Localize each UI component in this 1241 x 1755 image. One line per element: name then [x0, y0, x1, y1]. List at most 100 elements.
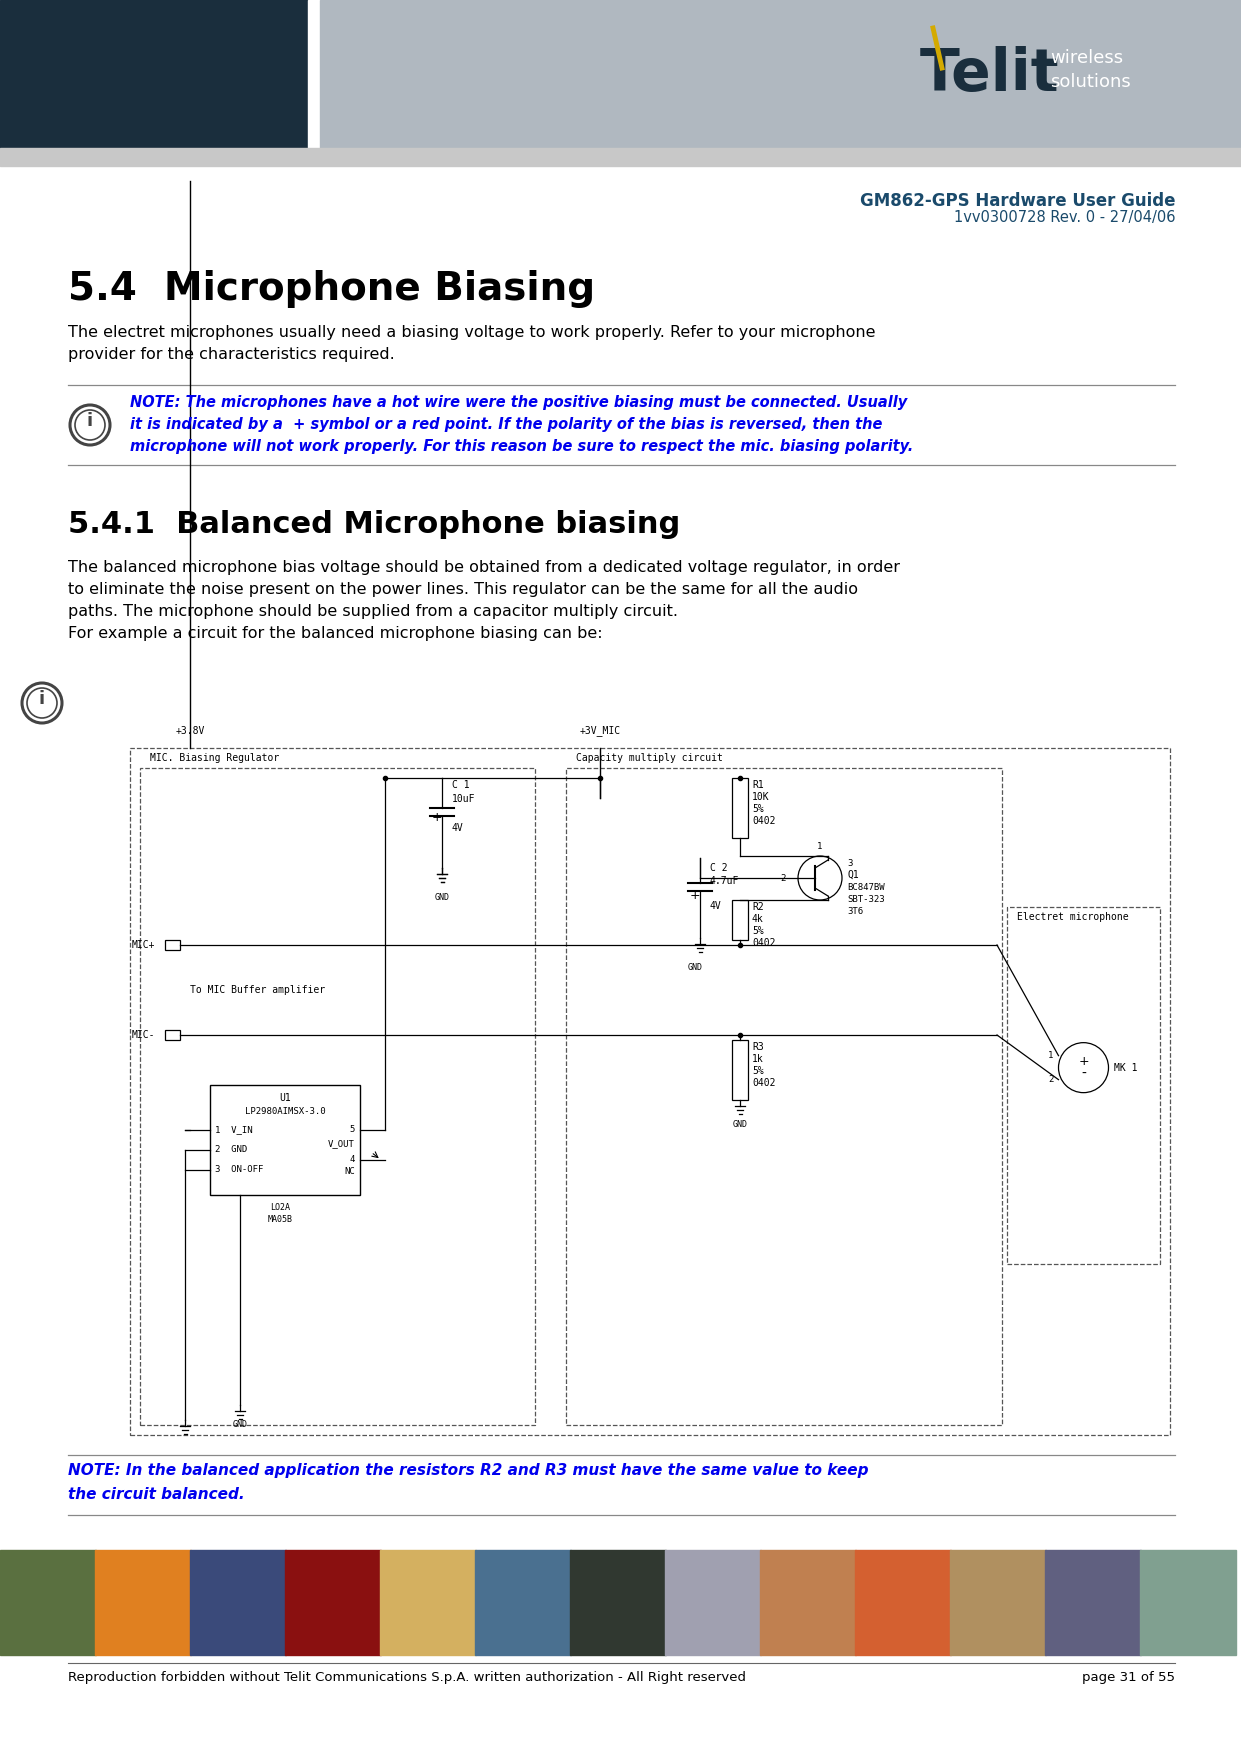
Text: 2  GND: 2 GND	[215, 1146, 247, 1155]
Text: R2: R2	[752, 902, 763, 913]
Text: GM862-GPS Hardware User Guide: GM862-GPS Hardware User Guide	[860, 191, 1175, 211]
Text: 1: 1	[1049, 1051, 1054, 1060]
Text: provider for the characteristics required.: provider for the characteristics require…	[68, 347, 395, 362]
Text: GND: GND	[732, 1120, 747, 1128]
Bar	[570, 1550, 666, 1655]
Bar	[210, 1085, 360, 1195]
Text: +: +	[690, 890, 701, 902]
Text: SBT-323: SBT-323	[848, 895, 885, 904]
Text: U1: U1	[279, 1093, 290, 1102]
Text: C 2: C 2	[710, 863, 727, 872]
Bar	[0, 0, 308, 147]
Text: 1k: 1k	[752, 1055, 763, 1064]
Bar	[0, 147, 1241, 167]
Text: 0402: 0402	[752, 937, 776, 948]
Text: LP2980AIMSX-3.0: LP2980AIMSX-3.0	[244, 1107, 325, 1116]
Bar	[190, 1550, 285, 1655]
Text: MIC-: MIC-	[132, 1030, 155, 1041]
Bar	[165, 1030, 180, 1041]
Bar	[951, 1550, 1046, 1655]
Text: MA05B: MA05B	[268, 1214, 293, 1223]
Text: +: +	[432, 811, 443, 825]
Bar	[1140, 1550, 1236, 1655]
Text: 5.4  Microphone Biasing: 5.4 Microphone Biasing	[68, 270, 596, 307]
Text: 5%: 5%	[752, 804, 763, 814]
Bar	[165, 941, 180, 949]
Text: Telit: Telit	[920, 46, 1060, 102]
Bar	[665, 1550, 761, 1655]
Text: 1: 1	[818, 842, 823, 851]
Bar	[1045, 1550, 1140, 1655]
Bar	[380, 1550, 477, 1655]
Bar	[320, 0, 1241, 147]
Text: 1vv0300728 Rev. 0 - 27/04/06: 1vv0300728 Rev. 0 - 27/04/06	[953, 211, 1175, 225]
Text: +3.8V: +3.8V	[175, 727, 205, 735]
Text: BC847BW: BC847BW	[848, 883, 885, 892]
Bar	[0, 1550, 96, 1655]
Text: microphone will not work properly. For this reason be sure to respect the mic. b: microphone will not work properly. For t…	[130, 439, 913, 455]
Text: For example a circuit for the balanced microphone biasing can be:: For example a circuit for the balanced m…	[68, 627, 603, 641]
Text: 3: 3	[848, 858, 853, 867]
Text: To MIC Buffer amplifier: To MIC Buffer amplifier	[190, 985, 325, 995]
Text: R3: R3	[752, 1042, 763, 1051]
Text: 4V: 4V	[710, 900, 722, 911]
Bar	[96, 1550, 191, 1655]
Text: MIC. Biasing Regulator: MIC. Biasing Regulator	[150, 753, 279, 763]
Text: 10K: 10K	[752, 792, 769, 802]
Text: the circuit balanced.: the circuit balanced.	[68, 1486, 244, 1502]
Text: GND: GND	[434, 893, 449, 902]
Text: Reproduction forbidden without Telit Communications S.p.A. written authorization: Reproduction forbidden without Telit Com…	[68, 1671, 746, 1685]
Text: 3  ON-OFF: 3 ON-OFF	[215, 1165, 263, 1174]
Text: +3V_MIC: +3V_MIC	[580, 725, 620, 735]
Text: 10uF: 10uF	[452, 793, 475, 804]
Text: 5%: 5%	[752, 927, 763, 935]
Text: 5%: 5%	[752, 1065, 763, 1076]
Text: solutions: solutions	[1050, 74, 1131, 91]
Text: 5.4.1  Balanced Microphone biasing: 5.4.1 Balanced Microphone biasing	[68, 511, 680, 539]
Text: 5: 5	[350, 1125, 355, 1134]
Bar	[732, 900, 748, 941]
Text: 2: 2	[1049, 1076, 1054, 1085]
Text: NOTE: The microphones have a hot wire were the positive biasing must be connecte: NOTE: The microphones have a hot wire we…	[130, 395, 907, 411]
Bar	[285, 1550, 381, 1655]
Text: +: +	[1078, 1055, 1088, 1069]
Text: paths. The microphone should be supplied from a capacitor multiply circuit.: paths. The microphone should be supplied…	[68, 604, 678, 620]
Text: i: i	[38, 690, 45, 707]
Text: MIC+: MIC+	[132, 941, 155, 949]
Text: GND: GND	[232, 1420, 247, 1429]
Bar	[140, 769, 535, 1425]
Text: 0402: 0402	[752, 816, 776, 827]
Text: -: -	[1081, 1067, 1086, 1081]
Text: Capacity multiply circuit: Capacity multiply circuit	[576, 753, 722, 763]
Text: The balanced microphone bias voltage should be obtained from a dedicated voltage: The balanced microphone bias voltage sho…	[68, 560, 900, 576]
Text: 4.7uF: 4.7uF	[710, 876, 740, 886]
Text: page 31 of 55: page 31 of 55	[1082, 1671, 1175, 1685]
Bar	[566, 769, 1001, 1425]
Text: 3T6: 3T6	[848, 907, 864, 916]
Text: 2: 2	[781, 874, 786, 883]
Bar	[130, 748, 1170, 1436]
Text: NC: NC	[344, 1167, 355, 1176]
Text: wireless: wireless	[1050, 49, 1123, 67]
Text: R1: R1	[752, 779, 763, 790]
Text: V_OUT: V_OUT	[328, 1139, 355, 1148]
Text: 4k: 4k	[752, 914, 763, 923]
Text: The electret microphones usually need a biasing voltage to work properly. Refer : The electret microphones usually need a …	[68, 325, 875, 340]
Bar	[308, 0, 320, 147]
Text: MK 1: MK 1	[1113, 1062, 1137, 1072]
Bar	[732, 1041, 748, 1100]
Text: 4V: 4V	[452, 823, 464, 834]
Bar	[1006, 907, 1160, 1264]
Text: GND: GND	[688, 963, 702, 972]
Text: NOTE: In the balanced application the resistors R2 and R3 must have the same val: NOTE: In the balanced application the re…	[68, 1464, 869, 1478]
Text: it is indicated by a  + symbol or a red point. If the polarity of the bias is re: it is indicated by a + symbol or a red p…	[130, 418, 882, 432]
Text: 4: 4	[350, 1155, 355, 1165]
Text: to eliminate the noise present on the power lines. This regulator can be the sam: to eliminate the noise present on the po…	[68, 583, 858, 597]
Text: LO2A: LO2A	[271, 1202, 290, 1213]
Bar	[855, 1550, 951, 1655]
Text: Electret microphone: Electret microphone	[1018, 913, 1128, 921]
Text: Q1: Q1	[848, 870, 859, 879]
Bar	[475, 1550, 571, 1655]
Bar	[732, 777, 748, 837]
Text: i: i	[87, 412, 93, 430]
